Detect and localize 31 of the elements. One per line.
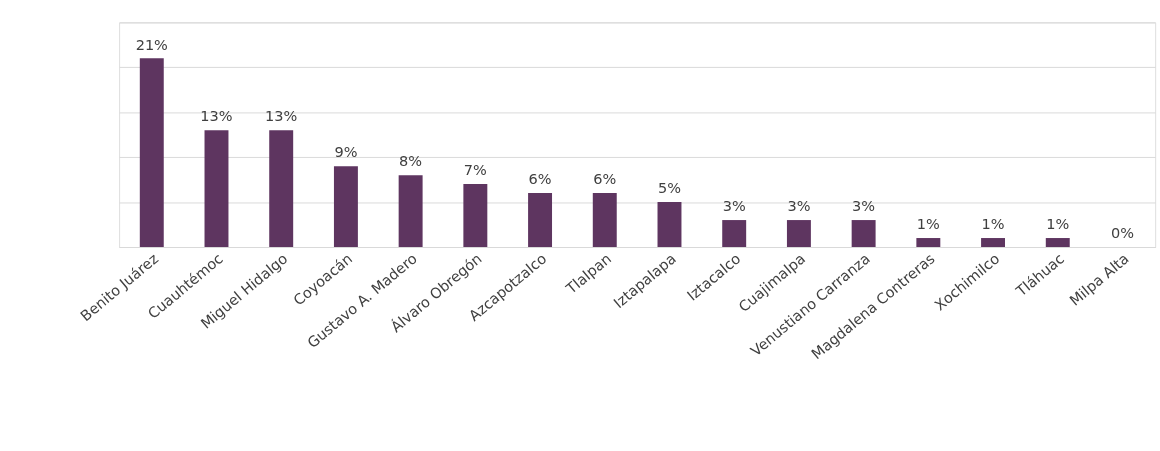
data-label: 3%: [722, 198, 746, 215]
data-label: 1%: [1046, 216, 1070, 233]
bar: [528, 193, 553, 248]
bar: [139, 58, 164, 248]
bar: [333, 166, 358, 248]
data-label: 6%: [593, 171, 617, 188]
data-label: 3%: [787, 198, 811, 215]
bar: [722, 220, 747, 248]
data-label: 6%: [528, 171, 552, 188]
data-label: 1%: [981, 216, 1005, 233]
bar: [592, 193, 617, 248]
bar: [786, 220, 811, 248]
data-label: 1%: [916, 216, 940, 233]
bar: [269, 130, 294, 248]
bar: [916, 238, 941, 248]
data-label: 5%: [657, 180, 681, 197]
data-label: 7%: [463, 162, 487, 179]
data-label: 9%: [334, 144, 358, 161]
bar: [657, 202, 682, 248]
data-label: 3%: [852, 198, 876, 215]
bar: [204, 130, 229, 248]
bar: [463, 184, 488, 248]
data-label: 8%: [399, 153, 423, 170]
data-label: 13%: [200, 108, 233, 125]
bar: [398, 175, 423, 248]
bar: [1045, 238, 1070, 248]
bar: [851, 220, 876, 248]
data-label: 0%: [1110, 225, 1134, 242]
bar: [981, 238, 1006, 248]
data-label: 13%: [265, 108, 298, 125]
data-label: 21%: [135, 36, 168, 53]
